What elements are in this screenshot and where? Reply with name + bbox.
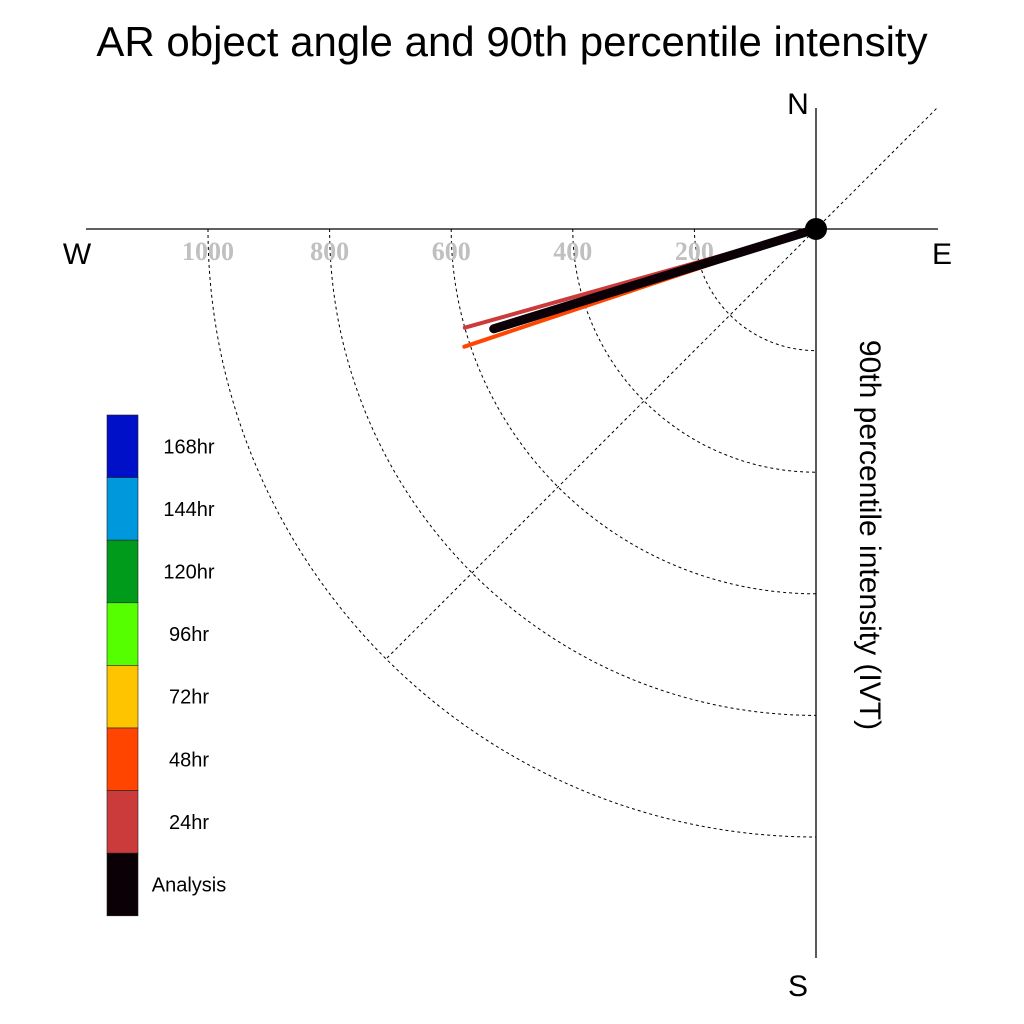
legend-label-168hr: 168hr xyxy=(163,436,214,458)
chart-title: AR object angle and 90th percentile inte… xyxy=(96,18,927,65)
grid-arc-400 xyxy=(572,228,817,473)
compass-north: N xyxy=(787,88,809,121)
compass-east: E xyxy=(932,238,952,271)
origin-point xyxy=(805,218,827,240)
legend: 168hr 144hr 120hr 96hr 72hr 48hr 24hr Analysis xyxy=(106,414,226,917)
grid-diagonal xyxy=(386,106,939,659)
legend-swatch-24hr xyxy=(106,790,139,854)
legend-label-72hr: 72hr xyxy=(169,687,209,709)
legend-swatch-analysis xyxy=(106,852,139,917)
legend-swatch-96hr xyxy=(106,602,139,666)
legend-swatch-120hr xyxy=(106,539,139,604)
tick-label-400: 400 xyxy=(553,237,592,266)
compass-west: W xyxy=(63,238,92,271)
polar-grid xyxy=(207,106,939,838)
tick-label-800: 800 xyxy=(310,237,349,266)
tick-label-1000: 1000 xyxy=(182,237,234,266)
legend-label-120hr: 120hr xyxy=(163,562,214,584)
series-lines xyxy=(462,224,821,349)
tick-label-600: 600 xyxy=(432,237,471,266)
legend-label-48hr: 48hr xyxy=(169,749,209,771)
legend-swatch-48hr xyxy=(106,727,139,791)
legend-label-144hr: 144hr xyxy=(163,499,214,521)
grid-arc-800 xyxy=(329,228,817,716)
grid-arc-1000 xyxy=(207,228,817,838)
y-axis-label: 90th percentile intensity (IVT) xyxy=(853,340,886,730)
legend-label-analysis: Analysis xyxy=(152,875,226,897)
series-line-analysis xyxy=(489,224,821,334)
grid-arc-600 xyxy=(450,228,817,595)
legend-swatch-144hr xyxy=(106,477,139,541)
compass-south: S xyxy=(788,970,808,1003)
legend-swatch-168hr xyxy=(106,414,139,478)
grid-arc-200 xyxy=(693,228,817,352)
legend-swatch-72hr xyxy=(106,665,139,729)
legend-label-96hr: 96hr xyxy=(169,624,209,646)
legend-label-24hr: 24hr xyxy=(169,812,209,834)
